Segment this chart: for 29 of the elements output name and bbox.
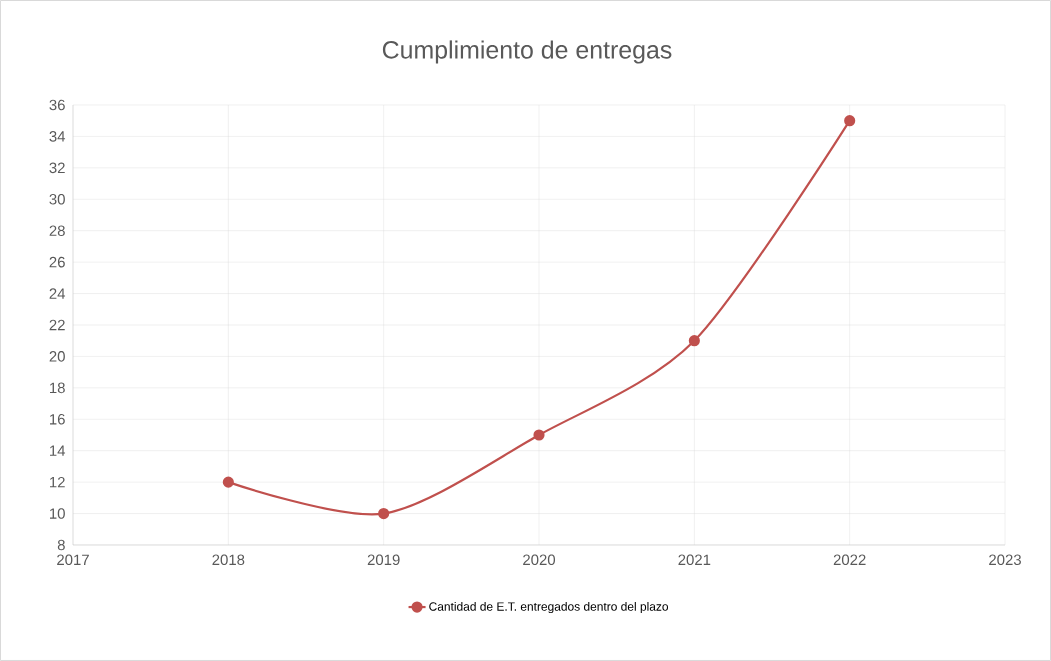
- y-tick-label: 34: [49, 131, 66, 142]
- y-tick-label: 16: [50, 413, 65, 425]
- x-tick-label: 2018: [212, 554, 245, 566]
- point: [222, 476, 234, 488]
- y-tick-label: 8: [57, 539, 65, 551]
- y-tick-label: 12: [50, 476, 65, 488]
- x-tick-label: 2023: [989, 554, 1021, 566]
- y-tick-label: 26: [49, 256, 65, 268]
- y-tick-label: 10: [50, 508, 65, 519]
- y-tick-label: 22: [49, 319, 65, 331]
- point: [844, 115, 856, 127]
- x-tick-label: 2020: [523, 554, 556, 566]
- y-tick-label: 28: [49, 225, 65, 236]
- point: [378, 507, 390, 520]
- x-tick-label: 2017: [57, 554, 89, 566]
- chart-title: Cumplimiento de entregas: [382, 40, 672, 64]
- point: [688, 335, 700, 347]
- legend-label: Cantidad de E.T. entregados dentro del plazo: [429, 601, 669, 614]
- y-tick-label: 36: [49, 99, 65, 111]
- y-tick-label: 32: [49, 162, 65, 174]
- y-tick-label: 18: [50, 382, 65, 394]
- y-tick-label: 14: [50, 445, 66, 456]
- x-tick-label: 2022: [833, 554, 866, 566]
- y-tick-label: 20: [49, 351, 65, 362]
- point: [533, 429, 545, 441]
- y-tick-label: 30: [49, 193, 65, 205]
- y-tick-label: 24: [49, 288, 66, 299]
- x-tick-label: 2021: [678, 554, 711, 566]
- x-tick-label: 2019: [367, 554, 400, 566]
